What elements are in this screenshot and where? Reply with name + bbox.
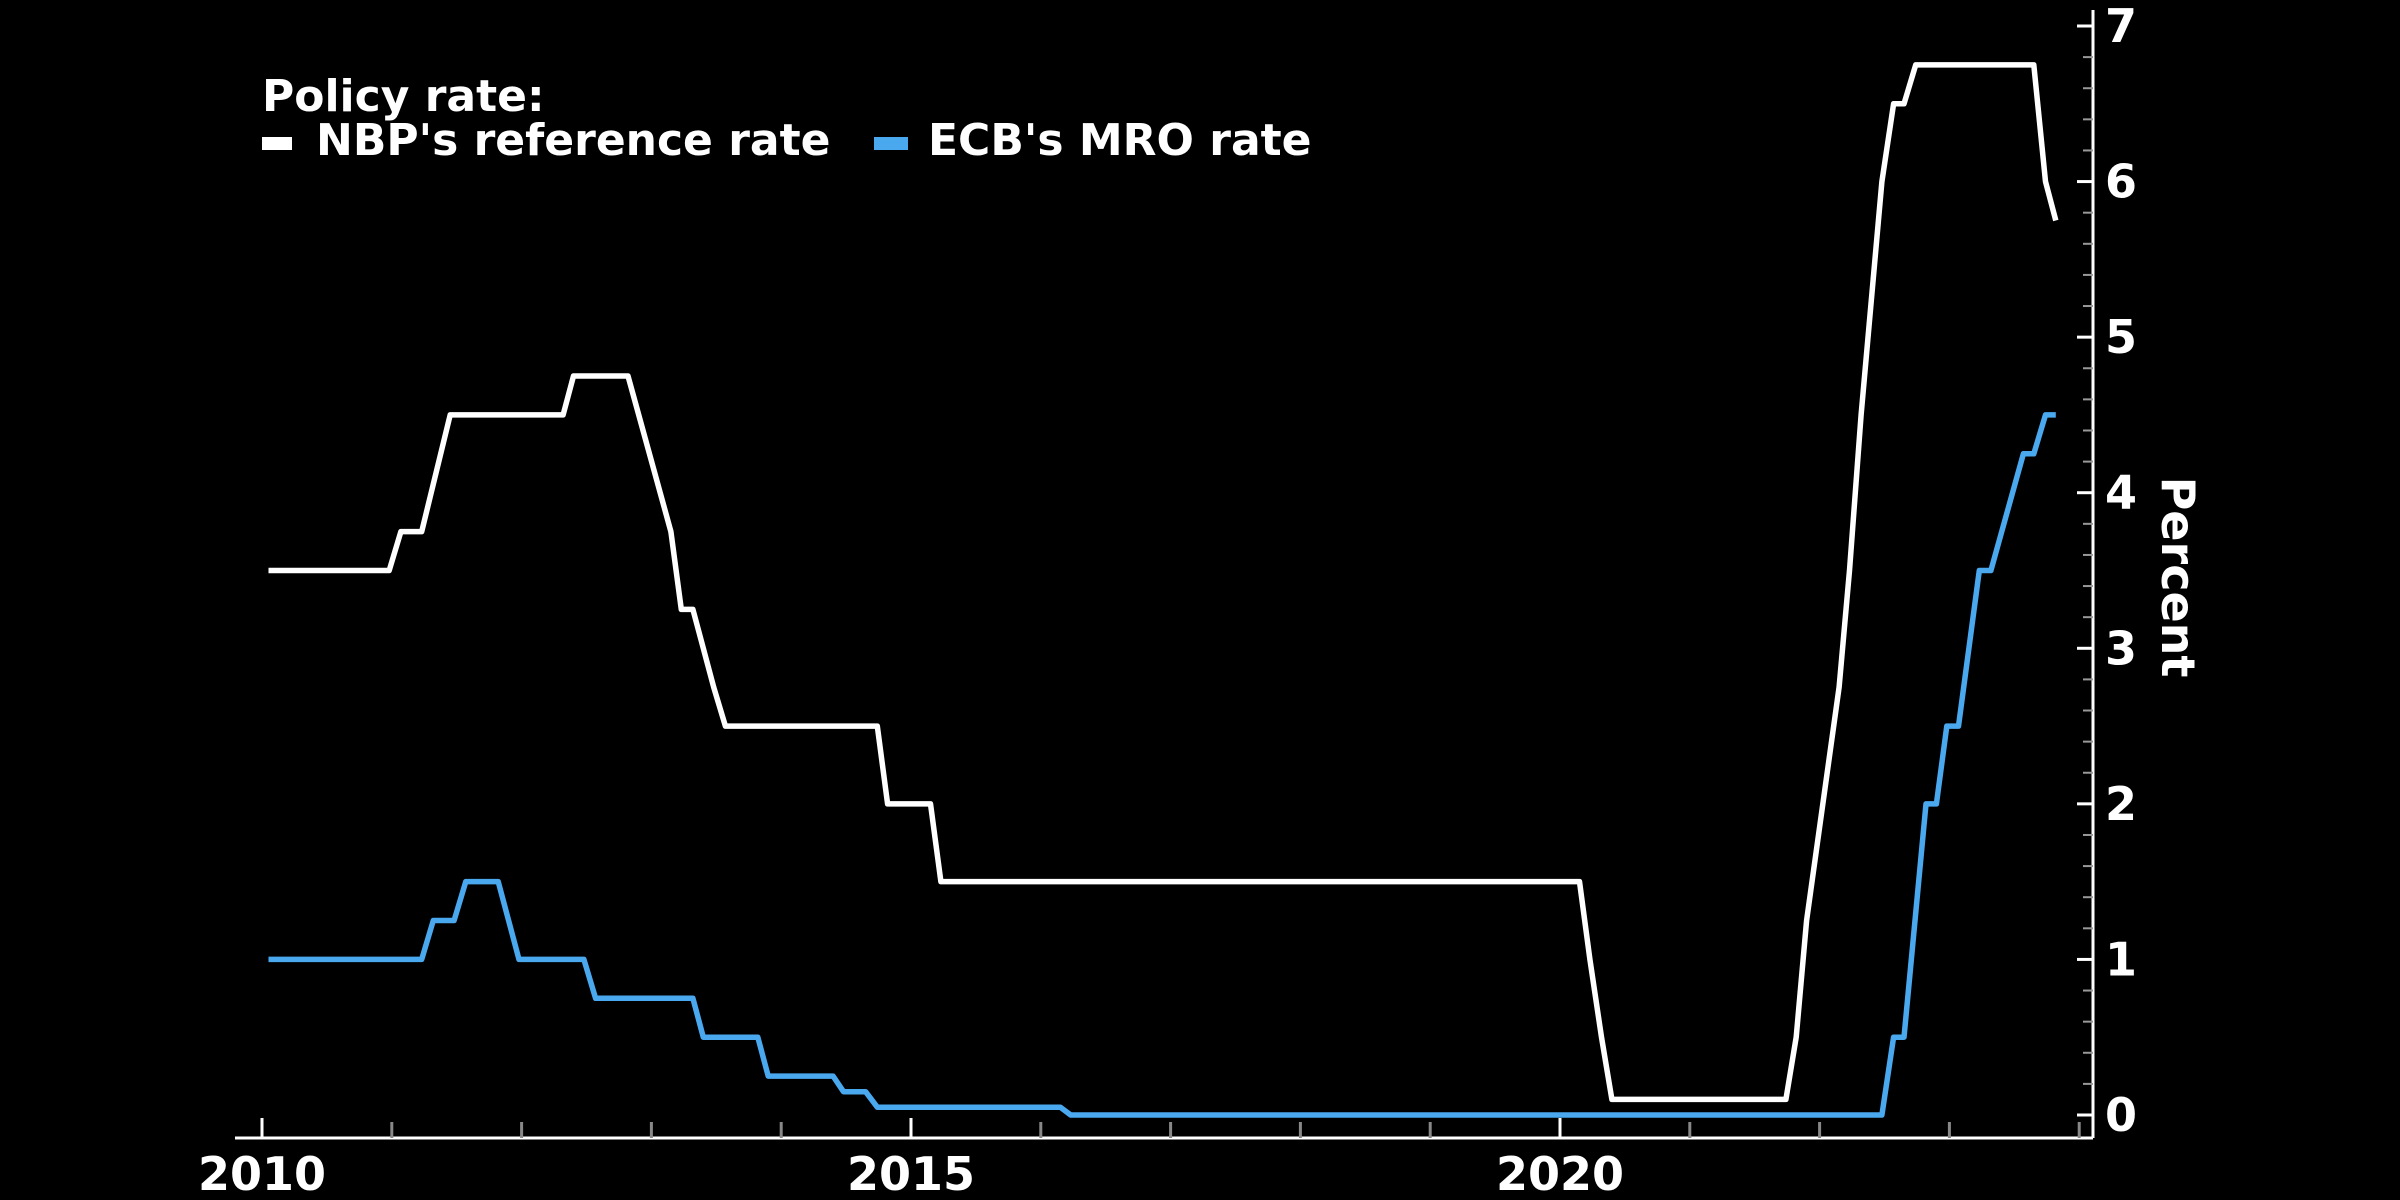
legend-label-nbp: NBP's reference rate bbox=[316, 115, 831, 166]
y-tick-label-1: 1 bbox=[2105, 932, 2137, 986]
y-tick-label-4: 4 bbox=[2105, 466, 2137, 520]
y-tick-label-3: 3 bbox=[2105, 621, 2137, 675]
legend-swatch-ecb bbox=[874, 137, 908, 150]
y-tick-label-7: 7 bbox=[2105, 0, 2137, 53]
x-tick-label-2015: 2015 bbox=[847, 1147, 975, 1200]
series-line-ecb bbox=[268, 412, 2056, 1118]
y-axis-label: Percent bbox=[2151, 477, 2205, 678]
x-tick-label-2010: 2010 bbox=[198, 1147, 326, 1200]
x-tick-label-2020: 2020 bbox=[1496, 1147, 1624, 1200]
y-tick-label-0: 0 bbox=[2105, 1088, 2137, 1142]
legend-layer: Policy rate: NBP's reference rate ECB's … bbox=[262, 71, 1312, 166]
y-tick-label-6: 6 bbox=[2105, 155, 2137, 209]
legend-title: Policy rate: bbox=[262, 71, 545, 122]
y-tick-label-2: 2 bbox=[2105, 777, 2137, 831]
legend-swatch-nbp bbox=[262, 137, 292, 150]
axis-layer: 2010 2015 2020 0 1 2 3 4 5 6 7 bbox=[198, 0, 2137, 1200]
series-line-nbp bbox=[268, 62, 2059, 1103]
legend-label-ecb: ECB's MRO rate bbox=[928, 115, 1312, 166]
series-layer bbox=[268, 62, 2059, 1118]
y-tick-label-5: 5 bbox=[2105, 310, 2137, 364]
